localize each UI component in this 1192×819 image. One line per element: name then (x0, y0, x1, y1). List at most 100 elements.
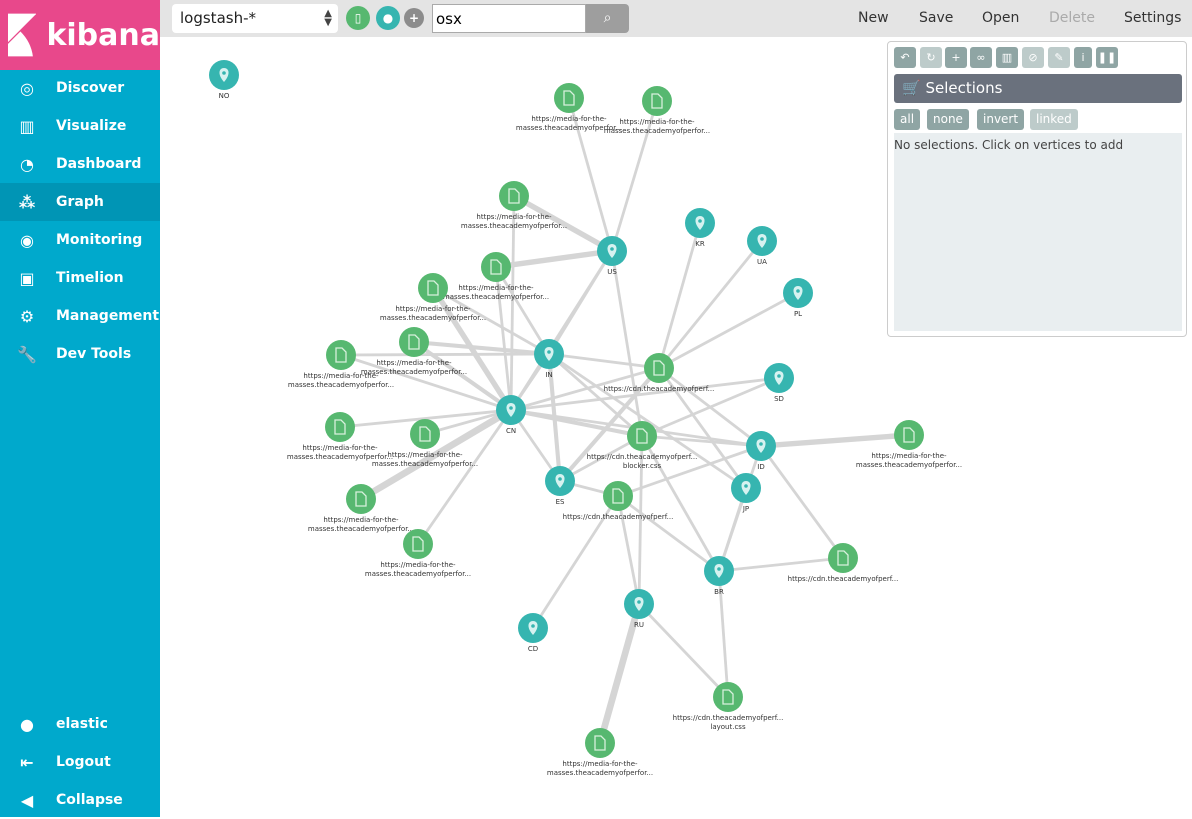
brush-icon[interactable]: ✎ (1048, 47, 1070, 68)
graph-vertex[interactable]: ES (545, 466, 575, 506)
kibana-logo[interactable]: kibana (0, 0, 160, 70)
graph-edge[interactable] (596, 603, 643, 744)
delete-button[interactable]: Delete (1049, 10, 1095, 26)
graph-vertex[interactable]: https://media-for-the-masses.theacademyo… (856, 420, 962, 469)
vertex-circle[interactable] (713, 682, 743, 712)
vertex-circle[interactable] (346, 484, 376, 514)
graph-edge[interactable] (495, 248, 613, 270)
graph-edge[interactable] (637, 435, 644, 605)
select-all-button[interactable]: all (894, 109, 921, 130)
redo-icon[interactable]: ↻ (920, 47, 942, 68)
sidebar-item-timelion[interactable]: ▣ Timelion (0, 259, 160, 297)
settings-button[interactable]: Settings (1124, 10, 1182, 26)
vertex-circle[interactable] (399, 327, 429, 357)
select-none-button[interactable]: none (927, 109, 969, 130)
vertex-circle[interactable] (627, 421, 657, 451)
graph-edge[interactable] (413, 339, 550, 357)
graph-edge[interactable] (657, 222, 702, 369)
graph-edge[interactable] (559, 434, 643, 483)
graph-vertex[interactable]: BR (704, 556, 734, 596)
vertex-circle[interactable] (325, 412, 355, 442)
graph-vertex[interactable]: https://media-for-the-masses.theacademyo… (287, 412, 393, 461)
graph-vertex[interactable]: SD (764, 363, 794, 403)
graph-edge[interactable] (510, 366, 660, 412)
graph-vertex[interactable]: https://cdn.theacademyofperf...blocker.c… (587, 421, 698, 470)
graph-vertex[interactable]: CN (496, 395, 526, 435)
graph-edge[interactable] (509, 195, 516, 411)
graph-edge[interactable] (658, 291, 799, 370)
graph-vertex[interactable]: JP (731, 473, 761, 513)
vertex-circle[interactable] (828, 543, 858, 573)
vertex-circle[interactable] (642, 86, 672, 116)
graph-edge[interactable] (412, 340, 513, 412)
sidebar-item-visualize[interactable]: ▥ Visualize (0, 107, 160, 145)
search-button[interactable]: ⌕ (586, 4, 629, 33)
graph-vertex[interactable]: https://media-for-the-masses.theacademyo… (308, 484, 414, 533)
graph-edge[interactable] (432, 286, 550, 356)
graph-edge[interactable] (416, 409, 513, 545)
vertex-circle[interactable] (410, 419, 440, 449)
pause-icon[interactable]: ❚❚ (1096, 47, 1118, 68)
graph-edge[interactable] (759, 445, 845, 559)
graph-vertex[interactable]: CD (518, 613, 548, 653)
graph-edge[interactable] (610, 100, 659, 252)
link-icon[interactable]: ∞ (970, 47, 992, 68)
sidebar-item-dev-tools[interactable]: 🔧 Dev Tools (0, 335, 160, 373)
graph-edge[interactable] (657, 240, 764, 369)
vertex-circle[interactable] (644, 353, 674, 383)
graph-vertex[interactable]: https://media-for-the-masses.theacademyo… (365, 529, 471, 578)
graph-edge[interactable] (339, 408, 512, 429)
graph-vertex[interactable]: UA (747, 226, 777, 266)
graph-edge[interactable] (359, 407, 513, 502)
vertex-circle[interactable] (481, 252, 511, 282)
graph-edge[interactable] (718, 556, 844, 573)
graph-vertex[interactable]: https://media-for-the-masses.theacademyo… (461, 181, 567, 230)
vertex-circle[interactable] (603, 481, 633, 511)
sidebar-item-logout[interactable]: ⇤ Logout (0, 743, 160, 781)
graph-vertex[interactable]: https://media-for-the-masses.theacademyo… (516, 83, 622, 132)
graph-edge[interactable] (510, 376, 780, 412)
graph-canvas[interactable]: NO https://media-for-the-masses.theacadem… (160, 37, 1192, 817)
graph-edge[interactable] (641, 376, 780, 438)
graph-vertex[interactable]: ID (746, 431, 776, 471)
graph-vertex[interactable]: https://cdn.theacademyofperf...layout.cs… (673, 682, 784, 731)
sidebar-item-management[interactable]: ⚙ Management (0, 297, 160, 335)
save-button[interactable]: Save (919, 10, 954, 26)
graph-edge[interactable] (548, 352, 747, 490)
graph-edge[interactable] (512, 193, 614, 254)
graph-edge[interactable] (657, 367, 748, 489)
graph-edge[interactable] (610, 250, 644, 437)
sidebar-item-elastic[interactable]: ● elastic (0, 705, 160, 743)
select-linked-button[interactable]: linked (1030, 109, 1078, 130)
add-field-icon[interactable]: + (404, 8, 424, 28)
graph-vertex[interactable]: US (597, 236, 627, 276)
sidebar-item-dashboard[interactable]: ◔ Dashboard (0, 145, 160, 183)
index-pattern-select[interactable]: logstash-* ▲ ▼ (172, 4, 338, 33)
expand-icon[interactable]: + (945, 47, 967, 68)
graph-vertex[interactable]: https://cdn.theacademyofperf... (563, 481, 674, 521)
vertex-circle[interactable] (403, 529, 433, 559)
graph-vertex[interactable]: https://media-for-the-masses.theacademyo… (604, 86, 710, 135)
graph-vertex[interactable]: https://media-for-the-masses.theacademyo… (361, 327, 467, 376)
graph-edge[interactable] (616, 495, 641, 605)
graph-vertex[interactable]: https://media-for-the-masses.theacademyo… (547, 728, 653, 777)
graph-edge[interactable] (637, 603, 730, 698)
graph-vertex[interactable]: https://media-for-the-masses.theacademyo… (288, 340, 394, 389)
search-input[interactable]: osx (432, 4, 586, 33)
blacklist-icon[interactable]: ⊘ (1022, 47, 1044, 68)
graph-edge[interactable] (531, 495, 620, 629)
graph-vertex[interactable]: IN (534, 339, 564, 379)
graph-edge[interactable] (567, 97, 614, 252)
sidebar-item-monitoring[interactable]: ◉ Monitoring (0, 221, 160, 259)
graph-edge[interactable] (641, 434, 762, 448)
vertex-circle[interactable] (326, 340, 356, 370)
graph-edge[interactable] (340, 352, 550, 357)
geo-field-icon[interactable]: ● (376, 6, 400, 30)
graph-edge[interactable] (548, 352, 643, 438)
graph-edge[interactable] (717, 570, 730, 698)
vertex-circle[interactable] (418, 273, 448, 303)
vertex-circle[interactable] (499, 181, 529, 211)
graph-edge[interactable] (760, 432, 910, 449)
select-invert-button[interactable]: invert (977, 109, 1025, 130)
sidebar-item-graph[interactable]: ⁂ Graph (0, 183, 160, 221)
